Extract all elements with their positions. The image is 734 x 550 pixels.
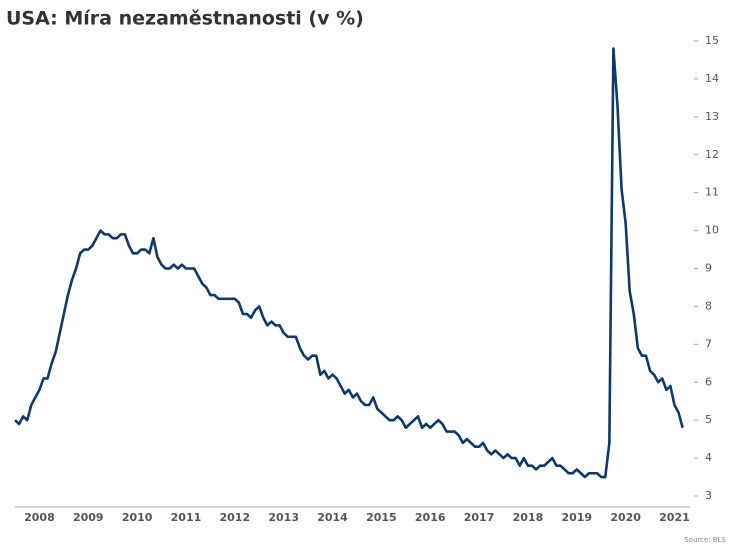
- x-tick-label: 2017: [464, 511, 495, 524]
- x-tick-label: 2018: [513, 511, 544, 524]
- y-tick-label: 9: [705, 262, 712, 275]
- chart-title: USA: Míra nezaměstnanosti (v %): [6, 8, 364, 30]
- x-tick-label: 2013: [268, 511, 299, 524]
- y-tick-label: 6: [705, 375, 712, 388]
- x-tick-label: 2008: [24, 511, 55, 524]
- y-tick-label: 13: [705, 110, 719, 123]
- x-tick-label: 2021: [659, 511, 690, 524]
- y-tick-label: 14: [705, 72, 719, 85]
- y-tick-label: 12: [705, 148, 719, 161]
- source: Source: BLS: [684, 536, 726, 544]
- x-tick-label: 2020: [610, 511, 641, 524]
- y-tick-label: 7: [705, 337, 712, 350]
- y-tick-label: 5: [705, 413, 712, 426]
- y-tick-label: 10: [705, 224, 719, 237]
- y-tick-label: 11: [705, 186, 719, 199]
- x-tick-label: 2010: [122, 511, 153, 524]
- x-tick-label: 2015: [366, 511, 397, 524]
- y-tick-label: 3: [705, 489, 712, 502]
- x-tick-label: 2011: [171, 511, 202, 524]
- y-tick-label: 15: [705, 34, 719, 47]
- y-tick-label: 4: [705, 451, 712, 464]
- x-tick-label: 2019: [561, 511, 592, 524]
- x-tick-label: 2014: [317, 511, 348, 524]
- x-tick-label: 2009: [73, 511, 104, 524]
- line: [14, 47, 684, 479]
- x-tick-label: 2012: [220, 511, 251, 524]
- x-tick-label: 2016: [415, 511, 446, 524]
- y-tick-label: 8: [705, 299, 712, 312]
